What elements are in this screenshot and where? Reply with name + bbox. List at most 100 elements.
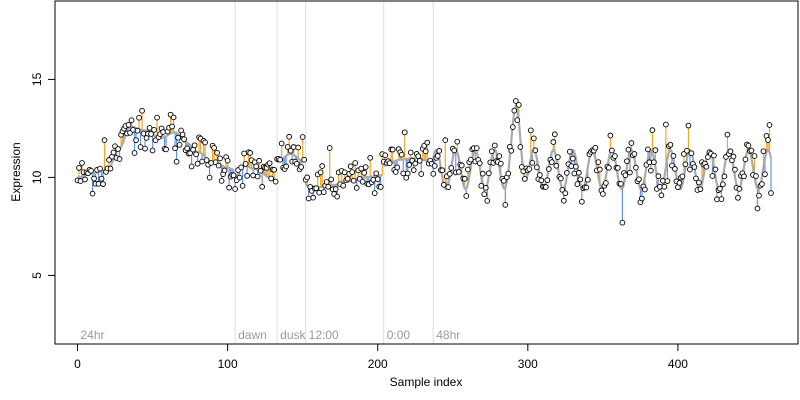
data-point [160,129,166,135]
data-point [287,147,294,154]
data-point [332,186,339,192]
data-point [206,174,213,181]
data-point [173,158,180,165]
data-point [703,163,710,170]
data-point [691,164,698,170]
data-point [625,146,632,153]
data-point [571,170,578,177]
data-point [169,123,175,130]
plot-frame [54,0,799,345]
data-point [424,139,431,146]
data-point [194,160,201,167]
data-point [560,197,567,204]
data-point [532,147,539,154]
data-point [146,124,153,131]
data-point [334,193,341,200]
data-point [250,172,256,179]
data-point [422,148,429,155]
data-point [606,164,612,171]
data-point [316,189,323,196]
data-point [298,164,305,170]
data-point [259,183,265,190]
data-point [179,131,186,138]
data-point [461,175,468,182]
data-point [639,195,645,202]
data-point [79,160,85,166]
data-point [139,107,145,114]
data-point [136,114,142,121]
data-point [751,153,758,159]
data-point [187,150,193,157]
data-point [286,133,293,140]
data-point [347,163,354,170]
data-point [508,147,515,154]
data-point [181,136,187,143]
data-point [361,170,368,176]
data-point [290,144,297,150]
data-point [661,183,668,190]
data-point [239,183,246,189]
data-point [627,169,633,176]
data-point [697,186,704,193]
data-point [454,138,461,145]
data-point [633,164,639,171]
data-point [645,146,651,153]
data-point [142,145,148,152]
data-point [736,186,743,192]
data-point [544,177,551,184]
data-point [542,184,549,190]
data-point [505,170,512,177]
data-point [529,159,536,166]
data-point [149,147,156,154]
data-point [711,152,717,159]
data-point [398,151,405,158]
data-point [478,182,485,189]
data-point [667,141,674,148]
data-point [370,176,377,183]
data-point [128,117,135,124]
data-point [579,198,585,205]
data-point [574,181,581,187]
data-point [693,175,699,182]
data-point [741,173,747,180]
x-tick-label: 0 [74,357,81,371]
data-point [406,162,413,168]
data-point [595,159,602,165]
data-point [500,177,507,184]
data-point [753,173,759,179]
data-point [484,197,491,204]
data-point [170,114,177,121]
data-point [328,176,335,183]
data-point [473,145,480,151]
data-point [742,156,749,163]
data-point [313,185,320,192]
data-point [481,191,488,198]
data-point [766,122,773,128]
data-point [696,179,702,186]
data-point [418,171,425,177]
data-point [548,159,555,165]
x-axis-title: Sample index [390,375,463,389]
data-point [154,114,160,121]
data-point [562,190,569,197]
data-point [663,121,669,128]
data-point [551,131,558,138]
data-point [125,122,132,128]
data-point [609,147,615,154]
data-point [430,170,437,177]
data-point [401,129,408,136]
data-point [636,176,642,183]
data-point [382,152,389,159]
data-point [754,205,761,212]
data-point [107,165,114,172]
data-point [362,164,369,170]
data-point [476,160,483,167]
data-point [732,166,738,173]
data-point [511,107,518,114]
data-point [110,149,117,156]
data-point [768,190,774,196]
data-point [651,159,657,166]
data-point [576,169,582,176]
data-point [272,178,279,185]
